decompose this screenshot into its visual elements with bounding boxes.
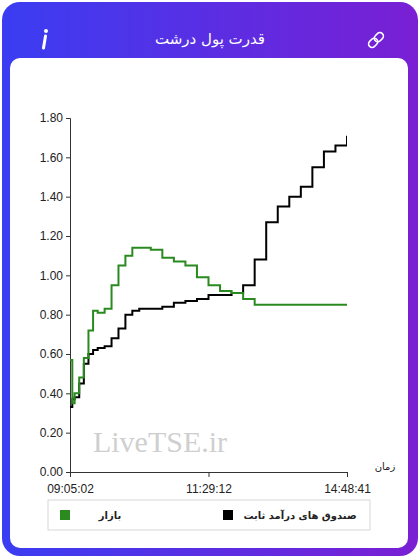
y-tick-label: 0.00 <box>40 465 64 479</box>
y-tick-label: 1.40 <box>40 190 64 204</box>
y-tick-label: 1.00 <box>40 269 64 283</box>
x-tick: 14:48:41 <box>324 472 371 496</box>
y-tick-mark <box>66 315 70 316</box>
chart-svg: قدرت پول درشتLiveTSE.ir0.000.200.400.600… <box>0 0 420 559</box>
x-axis-title: زمان <box>375 461 396 472</box>
card-frame <box>2 2 418 556</box>
y-tick: 0.60 <box>40 347 70 361</box>
watermark: LiveTSE.ir <box>93 425 227 458</box>
y-tick-mark <box>66 118 70 119</box>
legend-item[interactable]: صندوق های درآمد ثابت <box>223 509 357 522</box>
chart-container: قدرت پول درشتLiveTSE.ir0.000.200.400.600… <box>0 0 420 559</box>
y-tick-mark <box>66 157 70 158</box>
y-axis-line <box>66 119 71 473</box>
y-tick: 1.00 <box>40 269 70 283</box>
y-tick-label: 0.60 <box>40 347 64 361</box>
x-axis-line <box>71 473 348 478</box>
legend: بازار صندوق های درآمد ثابت <box>48 500 370 530</box>
x-tick-label: 09:05:02 <box>47 482 94 496</box>
series-line <box>70 136 347 407</box>
x-tick-mark <box>209 472 210 477</box>
chart-title: قدرت پول درشت <box>155 30 265 49</box>
y-tick-mark <box>66 472 70 473</box>
series-line <box>70 248 347 403</box>
y-tick: 0.00 <box>40 465 70 479</box>
x-axis: 09:05:02 11:29:12 14:48:41 <box>47 472 371 496</box>
legend-box <box>48 500 370 530</box>
y-tick-label: 0.80 <box>40 308 64 322</box>
x-tick: 09:05:02 <box>47 472 94 496</box>
y-tick-label: 1.20 <box>40 229 64 243</box>
y-tick-mark <box>66 197 70 198</box>
x-tick-label: 14:48:41 <box>324 482 371 496</box>
legend-swatch[interactable] <box>60 510 70 520</box>
y-axis: 0.00 0.20 0.40 0.60 0.80 1.00 1.20 1.40 1.60 1.80 <box>40 111 71 479</box>
y-tick: 0.40 <box>40 387 70 401</box>
y-tick-label: 1.80 <box>40 111 64 125</box>
y-tick-mark <box>66 433 70 434</box>
x-tick-mark <box>347 472 348 477</box>
y-tick: 1.40 <box>40 190 70 204</box>
y-tick: 1.60 <box>40 151 70 165</box>
link-ring[interactable] <box>373 31 385 43</box>
info-icon[interactable] <box>44 29 49 48</box>
link-ring[interactable] <box>367 37 379 49</box>
y-tick-mark <box>66 275 70 276</box>
info-dot[interactable] <box>44 29 48 33</box>
legend-label[interactable]: صندوق های درآمد ثابت <box>243 509 356 522</box>
y-tick: 0.20 <box>40 426 70 440</box>
x-tick-label: 11:29:12 <box>186 482 232 496</box>
y-tick-mark <box>66 393 70 394</box>
legend-label[interactable]: بازار <box>98 510 121 522</box>
y-tick-mark <box>66 236 70 237</box>
y-tick: 0.80 <box>40 308 70 322</box>
plot-area <box>70 136 347 407</box>
x-tick: 11:29:12 <box>186 472 232 496</box>
y-tick-label: 0.40 <box>40 387 64 401</box>
x-tick-mark <box>70 472 71 477</box>
card-body <box>10 58 408 548</box>
y-tick: 1.80 <box>40 111 70 125</box>
y-tick: 1.20 <box>40 229 70 243</box>
info-stem[interactable] <box>44 36 46 48</box>
y-tick-label: 1.60 <box>40 151 64 165</box>
legend-item[interactable]: بازار <box>60 510 121 522</box>
legend-swatch[interactable] <box>223 510 233 520</box>
y-tick-label: 0.20 <box>40 426 64 440</box>
link-icon[interactable] <box>367 31 385 49</box>
y-tick-mark <box>66 354 70 355</box>
